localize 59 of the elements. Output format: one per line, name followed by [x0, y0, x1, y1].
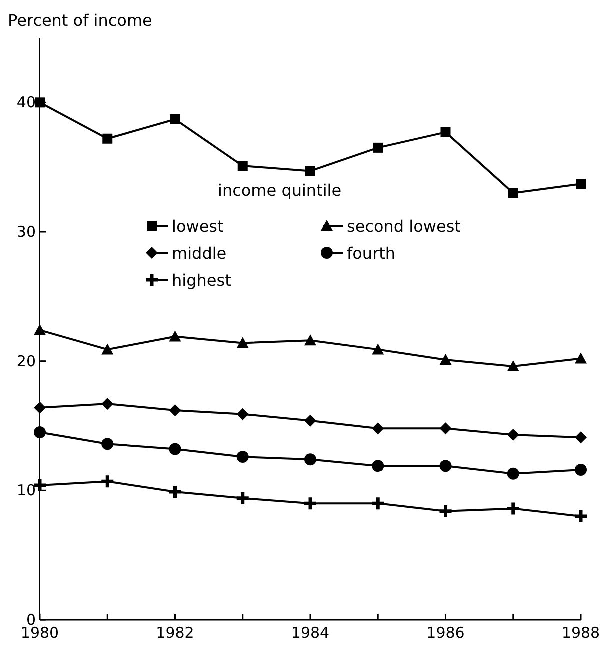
point [302, 496, 318, 512]
y-tick-label: 40 [16, 94, 36, 112]
point [169, 404, 182, 416]
x-tick-label: 1986 [426, 624, 465, 642]
point [102, 398, 114, 410]
point [508, 188, 518, 198]
point [236, 408, 249, 420]
point [440, 354, 452, 366]
y-tick-label: 10 [16, 482, 36, 500]
point [372, 344, 384, 355]
point [236, 337, 249, 348]
point [370, 496, 386, 512]
legend-label: middle [172, 244, 227, 263]
point [575, 352, 587, 364]
point [102, 134, 113, 144]
point [238, 161, 248, 172]
x-tick-label: 1984 [291, 624, 330, 642]
legend-label: highest [172, 271, 232, 290]
point [34, 402, 46, 414]
point [304, 454, 316, 466]
point [304, 414, 316, 427]
point [576, 179, 586, 190]
point [440, 127, 451, 138]
point [575, 464, 587, 476]
x-tick-label: 1980 [20, 624, 60, 642]
point [440, 460, 452, 472]
point [304, 334, 316, 346]
y-tick-label: 30 [16, 223, 36, 241]
point [573, 508, 589, 524]
point [236, 451, 249, 464]
point [440, 422, 452, 435]
point [102, 344, 114, 355]
point [170, 114, 180, 124]
point [575, 432, 587, 444]
point [169, 443, 182, 456]
point [235, 490, 251, 506]
point [372, 460, 384, 472]
y-tick-label: 20 [16, 352, 36, 370]
x-tick-label: 1988 [562, 624, 600, 642]
legend-title: income quintile [218, 181, 342, 200]
point [34, 324, 46, 336]
legend-label: fourth [347, 244, 396, 263]
legend-label: second lowest [347, 217, 461, 236]
x-tick-label: 1982 [156, 624, 194, 642]
point [507, 360, 520, 372]
legend-label: lowest [172, 217, 224, 236]
point [373, 142, 384, 153]
point [34, 426, 46, 438]
point [168, 484, 183, 500]
y-axis-title: Percent of income [8, 11, 152, 30]
point [306, 166, 316, 176]
point [438, 504, 454, 520]
point [507, 468, 520, 480]
point [102, 438, 114, 450]
point [507, 429, 520, 442]
point [100, 474, 116, 490]
point [169, 330, 182, 342]
point [372, 422, 384, 435]
point [506, 501, 522, 517]
